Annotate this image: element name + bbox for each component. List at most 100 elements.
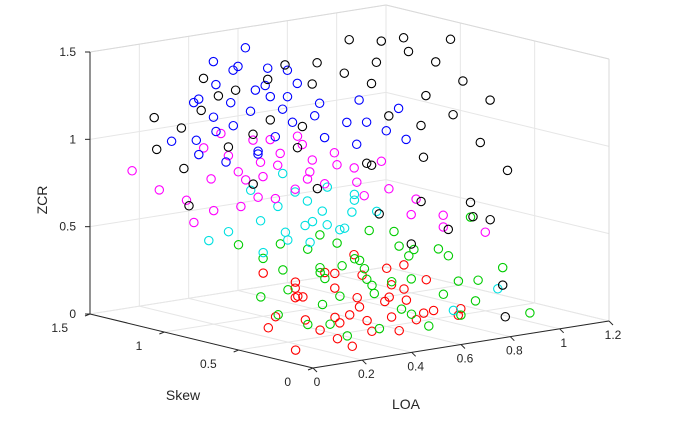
data-point [364, 225, 374, 236]
data-point [302, 174, 313, 184]
data-point [176, 123, 187, 133]
data-point [317, 206, 328, 216]
x-axis-label: LOA [392, 396, 421, 412]
data-point [394, 325, 404, 336]
data-point [386, 280, 397, 290]
data-point [307, 79, 317, 89]
data-point [497, 262, 508, 273]
data-point [298, 292, 308, 302]
data-point [253, 192, 263, 203]
data-point [256, 292, 266, 302]
grid-line [164, 284, 461, 333]
data-point [233, 167, 244, 177]
data-point [265, 134, 275, 145]
x-tick-label: 1 [560, 336, 567, 350]
data-point [359, 190, 369, 201]
data-point [275, 239, 286, 249]
box-edge [385, 4, 610, 60]
data-point [228, 120, 239, 131]
data-point [376, 36, 387, 46]
data-point [260, 80, 270, 91]
data-point [403, 46, 414, 57]
data-point [211, 126, 221, 137]
y-tick [159, 331, 165, 335]
data-point [456, 303, 466, 314]
data-point [154, 185, 165, 195]
data-point [255, 216, 266, 226]
data-point [300, 315, 311, 325]
data-point [302, 196, 313, 206]
tick-labels: 00.20.40.60.811.200.511.500.511.5 [51, 45, 621, 389]
data-point [404, 251, 414, 261]
data-point [443, 251, 454, 261]
data-point [394, 241, 404, 251]
data-point [335, 224, 345, 235]
data-point [314, 98, 325, 109]
data-points [127, 33, 535, 355]
data-point [421, 274, 432, 285]
data-point [240, 175, 251, 185]
data-point [151, 144, 162, 155]
x-tick-label: 0.2 [358, 367, 375, 381]
data-point [525, 308, 535, 318]
data-point [319, 179, 330, 189]
data-point [335, 291, 345, 301]
y-tick [233, 349, 239, 353]
data-point [398, 33, 409, 43]
data-point [366, 78, 377, 89]
data-point [352, 292, 362, 303]
data-point [354, 302, 365, 312]
data-point [233, 61, 243, 72]
data-point [270, 311, 281, 322]
z-tick-label: 1.5 [59, 45, 76, 59]
data-point [290, 187, 300, 197]
z-tick-label: 1 [69, 132, 76, 146]
data-point [248, 179, 258, 189]
data-point [322, 182, 333, 192]
grid-line [139, 305, 363, 361]
data-point [300, 220, 310, 231]
data-point [315, 262, 325, 273]
data-point [453, 276, 464, 286]
y-axis-label: Skew [166, 387, 201, 403]
data-point [473, 275, 483, 285]
grid-line [385, 266, 610, 322]
data-point [283, 285, 293, 295]
data-point [380, 296, 390, 307]
data-point [315, 230, 325, 240]
data-point [342, 117, 352, 128]
data-point [258, 253, 268, 264]
data-point [376, 156, 387, 167]
data-point [213, 91, 224, 101]
data-point [265, 115, 276, 125]
data-point [319, 132, 330, 143]
data-point [221, 157, 231, 167]
data-point [196, 105, 206, 116]
data-point [361, 117, 372, 127]
data-point [349, 254, 360, 264]
grid-line [188, 297, 412, 353]
grid-line [89, 266, 387, 315]
data-point [290, 184, 300, 194]
y-tick-label: 0.5 [200, 357, 217, 371]
data-point [303, 319, 313, 330]
data-point [406, 274, 417, 284]
data-point [411, 194, 421, 204]
data-point [374, 209, 384, 219]
data-point [330, 283, 340, 293]
data-point [216, 128, 226, 139]
data-point [211, 79, 221, 90]
data-point [166, 136, 177, 147]
data-point [349, 189, 360, 200]
data-point [193, 94, 204, 104]
data-point [409, 244, 419, 255]
data-point [351, 139, 362, 150]
data-point [282, 91, 293, 102]
data-point [290, 277, 301, 287]
data-point [127, 166, 137, 176]
data-point [349, 163, 359, 173]
y-tick-label: 1 [136, 339, 143, 353]
z-tick-label: 0 [69, 307, 76, 321]
y-tick [307, 367, 314, 371]
